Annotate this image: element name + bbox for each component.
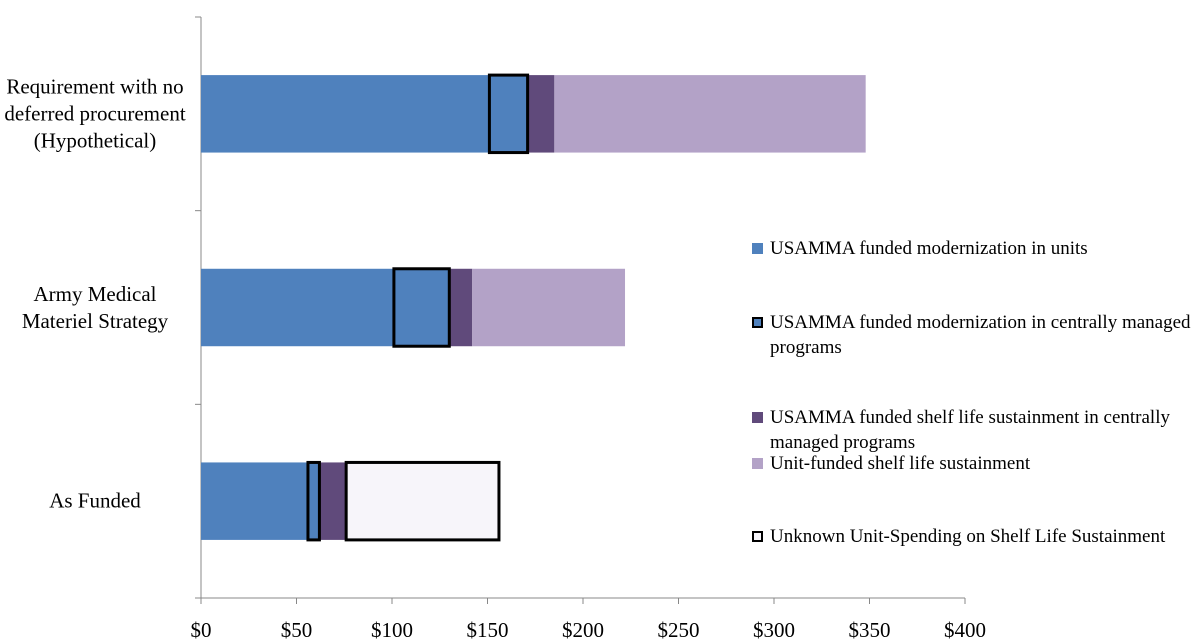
bar-segment (472, 268, 626, 347)
legend-label: USAMMA funded shelf life sustainment in … (770, 407, 1170, 453)
x-tick-label: $250 (658, 618, 700, 642)
bar-segment (554, 75, 866, 153)
legend-label: Unit-funded shelf life sustainment (770, 453, 1031, 474)
legend-swatch (752, 243, 763, 254)
category-label: Army Medical Materiel Strategy (21, 281, 169, 333)
legend-swatch (752, 317, 763, 328)
legend-swatch (752, 458, 763, 469)
category-label: Requirement with no deferred procurement… (4, 74, 186, 153)
x-tick-label: $200 (562, 618, 604, 642)
legend-label: USAMMA funded modernization in units (770, 238, 1088, 259)
bar-segment (344, 460, 501, 542)
bar-segment (201, 268, 394, 347)
legend-label: USAMMA funded modernization in centrally… (770, 312, 1191, 358)
legend-swatch (752, 412, 763, 423)
x-tick-label: $50 (281, 618, 313, 642)
category-label: As Funded (49, 488, 141, 513)
x-tick-label: $350 (849, 618, 891, 642)
legend-label: Unknown Unit-Spending on Shelf Life Sust… (770, 526, 1166, 547)
x-tick-label: $300 (753, 618, 795, 642)
x-tick-label: $400 (944, 618, 986, 642)
bar-segment (319, 462, 347, 540)
legend-swatch (752, 531, 763, 542)
x-tick-label: $150 (467, 618, 509, 642)
x-tick-label: $100 (371, 618, 413, 642)
bar-segment (201, 462, 308, 540)
x-tick-label: $0 (191, 618, 212, 642)
bar-segment (449, 268, 473, 347)
bar-segment (306, 460, 321, 542)
bar-segment (487, 73, 530, 155)
bar-segment (392, 267, 451, 348)
bar-segment (527, 75, 555, 153)
bar-segment (201, 75, 490, 153)
